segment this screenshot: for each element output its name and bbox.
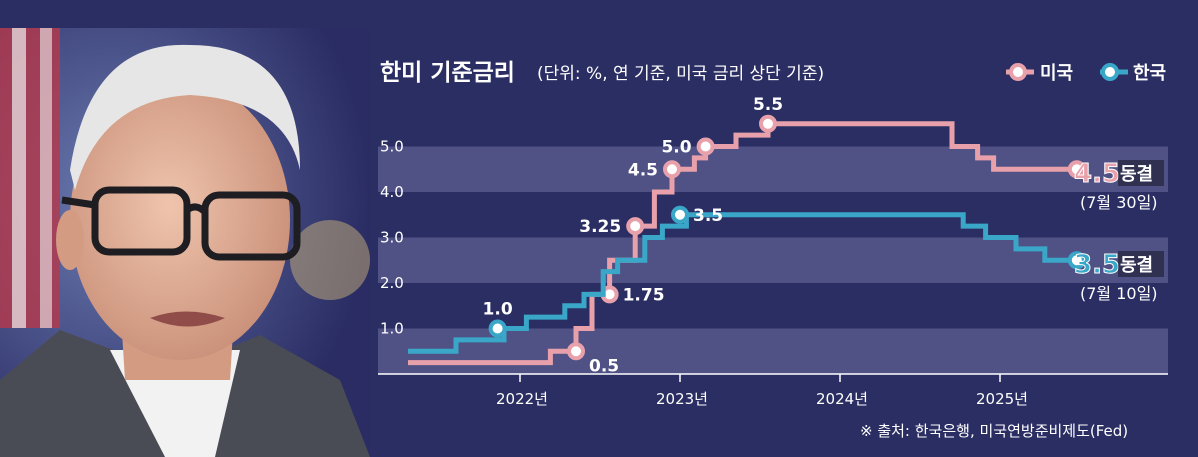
data-point-marker <box>696 137 715 156</box>
data-label: 0.5 <box>589 356 619 376</box>
series-line-us <box>408 121 1077 366</box>
y-tick-label: 2.0 <box>380 274 404 292</box>
data-point-marker <box>567 342 585 361</box>
series-layer <box>408 114 1086 366</box>
legend-us: 미국 <box>1006 63 1073 84</box>
data-label: 5.0 <box>661 138 691 158</box>
end-point-marker <box>1067 251 1086 270</box>
kr-end-date: (7월 10일) <box>1080 284 1158 303</box>
data-label: 1.0 <box>483 300 513 320</box>
gridline-bands: 1.0 2.0 3.0 4.0 5.0 <box>378 138 1168 374</box>
grid-band <box>378 237 1168 283</box>
data-point-marker <box>759 114 777 133</box>
glasses-icon <box>61 186 301 261</box>
y-tick-label: 3.0 <box>380 229 404 247</box>
data-label: 4.5 <box>628 160 658 180</box>
data-point-marker <box>663 160 681 179</box>
legend: 미국 한국 <box>1006 63 1166 84</box>
data-label: 1.75 <box>623 285 665 305</box>
kr-end-label: 동결 <box>1120 255 1153 276</box>
kr-end-annotation: 3.5 동결 (7월 10일) <box>1074 250 1164 303</box>
legend-kr: 한국 <box>1100 63 1166 84</box>
x-tick-label: 2024년 <box>816 390 868 408</box>
us-end-annotation: 4.5 동결 (7월 30일) <box>1074 159 1164 212</box>
source-note: ※ 출처: 한국은행, 미국연방준비제도(Fed) <box>860 422 1128 440</box>
x-tick-label: 2023년 <box>656 390 708 408</box>
y-tick-label: 1.0 <box>380 320 404 338</box>
data-point-marker <box>626 217 645 236</box>
data-label: 3.25 <box>579 217 621 237</box>
x-tick-label: 2022년 <box>496 390 548 408</box>
x-tick-label: 2025년 <box>976 390 1028 408</box>
chart-subtitle: (단위: %, 연 기준, 미국 금리 상단 기준) <box>537 64 824 84</box>
chart-title: 한미 기준금리 <box>380 60 515 86</box>
legend-kr-label: 한국 <box>1133 63 1166 84</box>
us-end-label: 동결 <box>1120 164 1153 185</box>
data-point-marker <box>488 319 507 338</box>
person-photo <box>0 28 370 457</box>
label-layer: 0.5 1.75 3.25 4.55.0 5.5 1.0 3.5 <box>483 95 784 377</box>
y-tick-label: 5.0 <box>380 138 404 156</box>
us-end-value: 4.5 <box>1074 159 1120 189</box>
data-label: 5.5 <box>753 95 783 115</box>
data-label: 3.5 <box>693 206 723 226</box>
kr-end-value: 3.5 <box>1074 250 1120 280</box>
legend-us-label: 미국 <box>1040 63 1073 84</box>
grid-band <box>378 328 1168 374</box>
us-end-date: (7월 30일) <box>1080 193 1158 212</box>
end-point-marker <box>1067 160 1086 179</box>
series-line-kr <box>408 212 1077 354</box>
x-axis: 2022년 2023년 2024년 2025년 <box>378 373 1168 408</box>
y-tick-label: 4.0 <box>380 183 404 201</box>
data-point-marker <box>671 205 689 224</box>
